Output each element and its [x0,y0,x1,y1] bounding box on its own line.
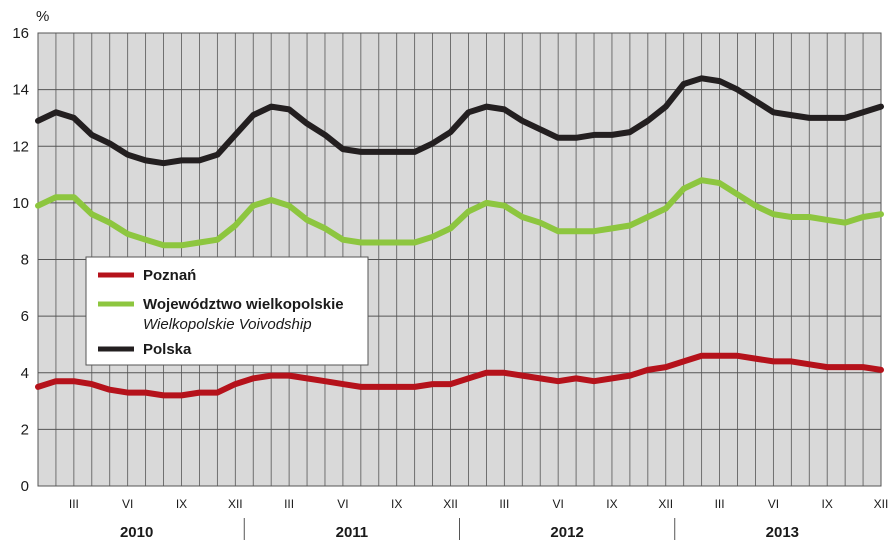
plot-border [37,32,882,487]
series-line [35,352,884,399]
legend-label-polska: Polska [143,341,192,358]
y-axis-unit: % [36,8,49,25]
y-tick-label: 12 [12,138,29,155]
x-tick-label: III [499,497,509,511]
series-line [35,177,884,249]
y-tick-label: 6 [21,308,29,325]
legend: Poznań Województwo wielkopolskie Wielkop… [85,256,369,366]
y-tick-label: 10 [12,195,29,212]
y-tick-label: 16 [12,25,29,42]
x-tick-label: III [69,497,79,511]
x-tick-label: III [284,497,294,511]
x-tick-label: XII [228,497,243,511]
y-tick-label: 14 [12,82,29,99]
x-tick-label: IX [606,497,617,511]
x-tick-label: IX [176,497,187,511]
legend-label-poznan: Poznań [143,267,196,284]
x-tick-label: VI [768,497,779,511]
x-tick-label: IX [391,497,402,511]
x-tick-label: XII [443,497,458,511]
series-lines [35,75,884,399]
x-tick-label: VI [122,497,133,511]
x-axis-month-ticks: III VI IX XII III VI IX XII III VI IX XII III VI IX XII [69,497,888,511]
year-label: 2010 [120,524,153,541]
y-tick-label: 2 [21,421,29,438]
x-tick-label: XII [658,497,673,511]
x-tick-label: VI [552,497,563,511]
legend-label-wielkopolskie: Województwo wielkopolskie [143,296,344,313]
y-tick-label: 4 [21,365,29,382]
y-tick-label: 0 [21,478,29,495]
y-axis-ticks: 0 2 4 6 8 10 12 14 16 [12,25,29,495]
x-tick-label: XII [874,497,889,511]
year-label: 2011 [336,524,369,541]
y-tick-label: 8 [21,252,29,269]
x-tick-label: IX [822,497,833,511]
legend-sublabel-wielkopolskie: Wielkopolskie Voivodship [143,316,312,333]
x-tick-label: VI [337,497,348,511]
x-axis-years: 2010 2011 2012 2013 [120,518,799,541]
series-line [35,75,884,167]
year-label: 2013 [766,524,799,541]
year-label: 2012 [550,524,583,541]
x-tick-label: III [715,497,725,511]
